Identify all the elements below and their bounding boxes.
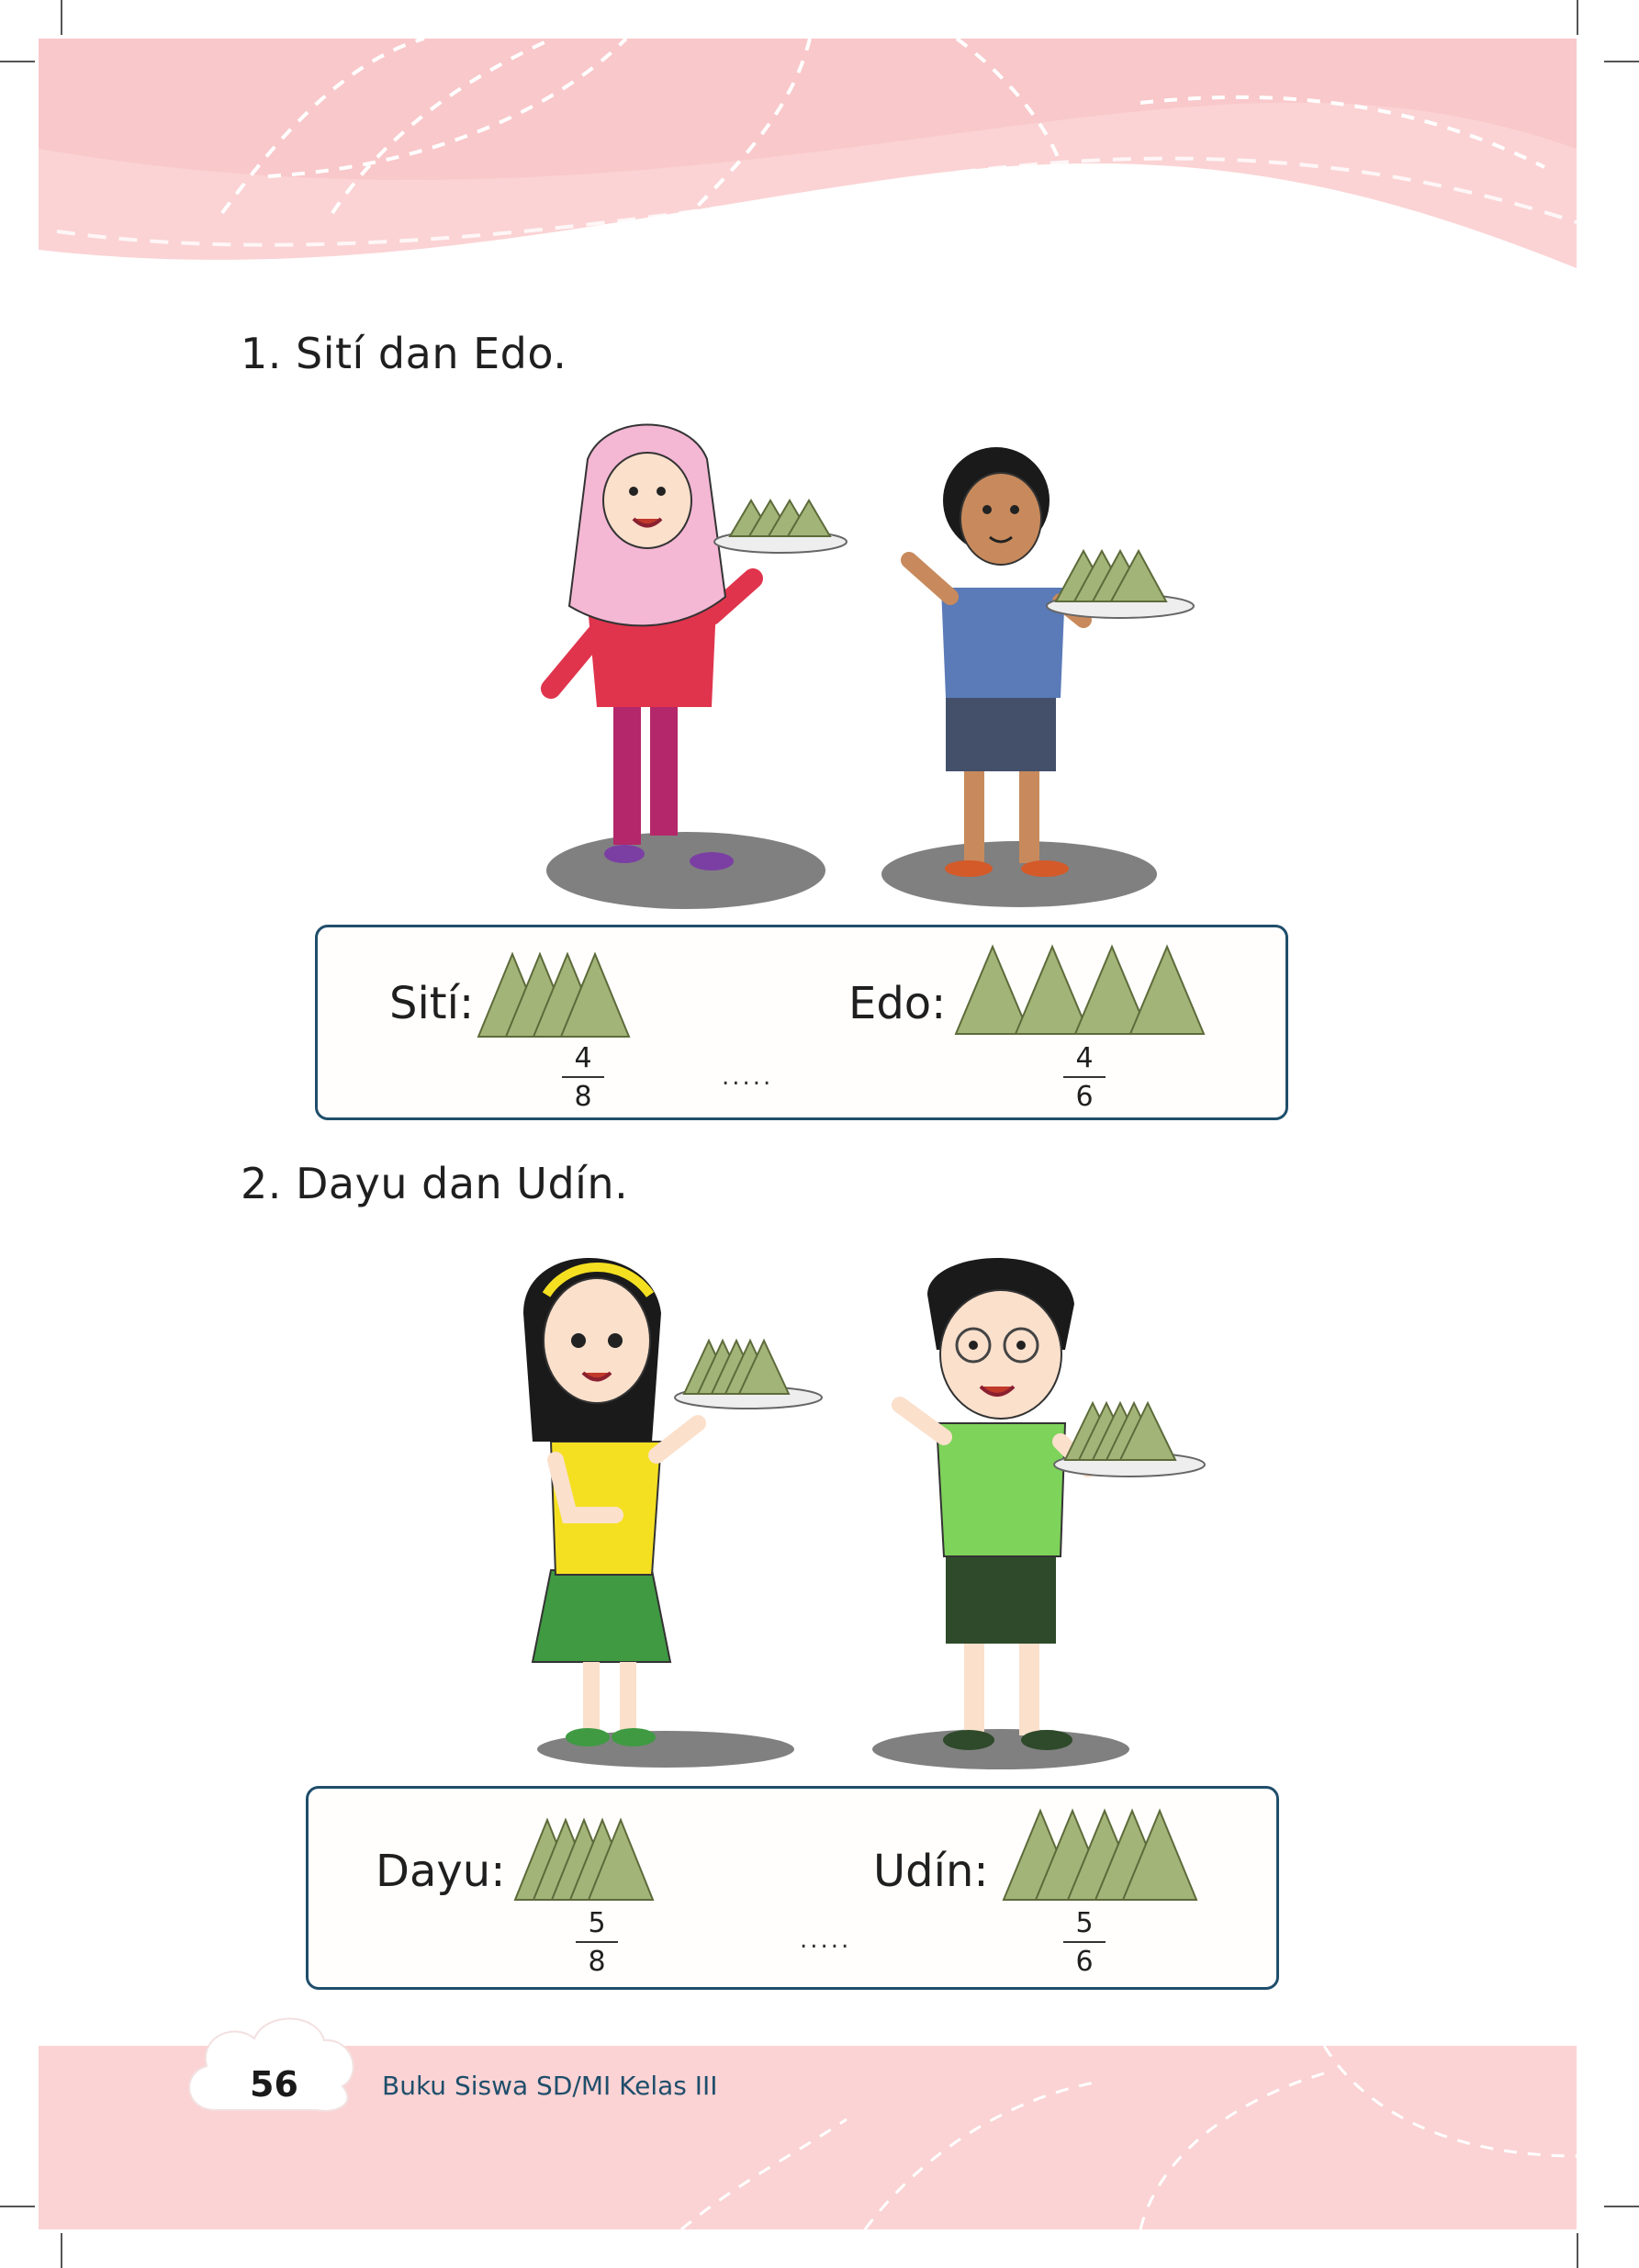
question-2-title: 2. Dayu dan Udín.	[241, 1159, 629, 1208]
dayu-figure	[523, 1258, 706, 1746]
page-number-cloud	[188, 2017, 354, 2112]
ketupat-group-siti	[477, 951, 631, 1038]
crop-mark	[1577, 2233, 1578, 2268]
book-title: Buku Siswa SD/MI Kelas III	[382, 2071, 718, 2101]
fraction-dayu: 5 8	[574, 1910, 620, 1976]
crop-mark	[1577, 0, 1578, 35]
ketupat-group-edo	[954, 944, 1206, 1035]
ketupat-group-dayu	[513, 1817, 655, 1901]
fraction-edo: 4 6	[1061, 1045, 1107, 1111]
name-label-siti: Sití:	[389, 978, 475, 1029]
fraction-udin-numerator: 5	[1075, 1907, 1094, 1939]
siti-figure	[541, 423, 763, 870]
fraction-siti: 4 8	[560, 1045, 606, 1111]
crop-mark	[0, 61, 35, 62]
fraction-edo-numerator: 4	[1075, 1042, 1094, 1074]
page-number: 56	[250, 2064, 298, 2105]
name-label-dayu: Dayu:	[376, 1846, 506, 1897]
fraction-dayu-numerator: 5	[588, 1907, 606, 1939]
fraction-edo-denominator: 6	[1075, 1081, 1094, 1113]
fraction-siti-denominator: 8	[574, 1081, 592, 1113]
answer-box-2: Dayu: 5 8 ..... Udín: 5 6	[306, 1786, 1279, 1990]
crop-mark	[1604, 2206, 1639, 2207]
edo-figure	[901, 447, 1092, 877]
comparison-blank-1[interactable]: .....	[722, 1063, 774, 1091]
illustration-siti-edo	[541, 423, 1195, 909]
fraction-udin-denominator: 6	[1075, 1946, 1094, 1978]
crop-mark	[1604, 61, 1639, 62]
crop-mark	[0, 2206, 35, 2207]
question-1-title: 1. Sití dan Edo.	[241, 329, 567, 378]
crop-mark	[61, 2233, 62, 2268]
illustration-dayu-udin	[523, 1258, 1206, 1769]
header-decoration	[39, 39, 1577, 268]
fraction-siti-numerator: 4	[574, 1042, 592, 1074]
fraction-udin: 5 6	[1061, 1910, 1107, 1976]
name-label-udin: Udín:	[873, 1846, 989, 1897]
name-label-edo: Edo:	[848, 978, 947, 1029]
answer-box-1: Sití: 4 8 ..... Edo: 4 6	[315, 925, 1288, 1120]
footer-decoration	[680, 2046, 1577, 2229]
comparison-blank-2[interactable]: .....	[800, 1926, 852, 1954]
crop-mark	[61, 0, 62, 35]
ketupat-group-udin	[1002, 1808, 1198, 1901]
udin-figure	[892, 1258, 1096, 1750]
fraction-dayu-denominator: 8	[588, 1946, 606, 1978]
